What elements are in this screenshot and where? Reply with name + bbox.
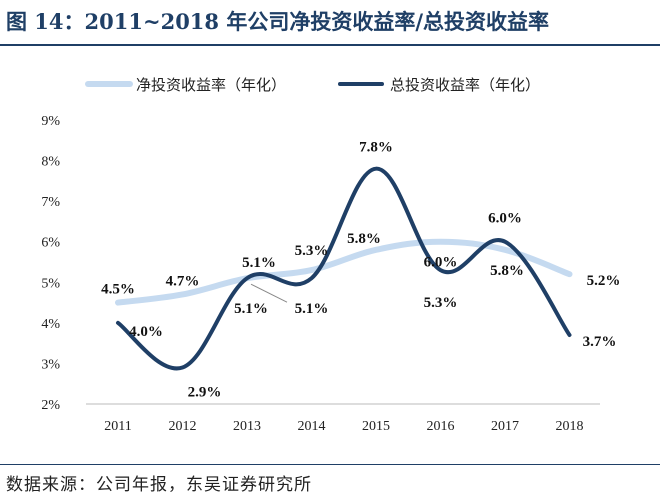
- x-tick-label: 2017: [491, 419, 519, 434]
- line-chart: 净投资收益率（年化） 总投资收益率（年化） 2% 3% 4% 5% 6% 7% 8% 9% 20…: [41, 76, 620, 434]
- total-data-label: 6.0%: [488, 211, 522, 227]
- x-tick-label: 2011: [104, 419, 131, 434]
- net-data-label: 6.0%: [424, 255, 458, 271]
- data-labels: 4.5% 4.7% 5.1% 5.3% 5.8% 6.0% 5.8% 5.2% 4.0% 2.9%…: [101, 140, 620, 401]
- total-data-label: 5.1%: [234, 301, 268, 317]
- total-data-label: 7.8%: [359, 140, 393, 156]
- net-data-label: 5.8%: [347, 231, 381, 247]
- y-tick-label: 3%: [41, 357, 60, 372]
- x-tick-label: 2014: [298, 419, 326, 434]
- x-tick-label: 2013: [233, 419, 261, 434]
- title-bar: 图 14：2011~2018 年公司净投资收益率/总投资收益率: [0, 0, 660, 46]
- x-tick-label: 2018: [556, 419, 584, 434]
- x-tick-label: 2015: [362, 419, 390, 434]
- net-data-label: 4.7%: [166, 273, 200, 289]
- y-tick-label: 9%: [41, 114, 60, 129]
- legend-label-total: 总投资收益率（年化）: [390, 76, 540, 94]
- net-yield-series: [115, 238, 573, 306]
- net-data-label: 4.5%: [101, 282, 135, 298]
- net-data-label: 5.2%: [587, 273, 621, 289]
- total-data-label: 3.7%: [583, 334, 617, 350]
- y-tick-label: 6%: [41, 236, 60, 251]
- net-yield-line: [115, 238, 573, 306]
- x-axis: 2011 2012 2013 2014 2015 2016 2017 2018: [86, 403, 600, 434]
- total-data-label: 2.9%: [188, 384, 222, 400]
- total-data-label: 5.3%: [424, 295, 458, 311]
- figure-title: 图 14：2011~2018 年公司净投资收益率/总投资收益率: [6, 9, 550, 34]
- y-tick-label: 4%: [41, 317, 60, 332]
- y-axis: 2% 3% 4% 5% 6% 7% 8% 9%: [41, 114, 60, 413]
- leader-line: [250, 283, 288, 303]
- y-tick-label: 2%: [41, 398, 60, 413]
- total-yield-line: [116, 166, 572, 371]
- x-tick-label: 2016: [427, 419, 455, 434]
- net-data-label: 5.3%: [295, 243, 329, 259]
- total-yield-series: [116, 166, 572, 371]
- y-tick-label: 8%: [41, 155, 60, 170]
- net-data-label: 5.8%: [490, 263, 524, 279]
- source-note: 数据来源：公司年报，东吴证券研究所: [6, 475, 312, 495]
- legend-label-net: 净投资收益率（年化）: [136, 76, 286, 94]
- x-tick-label: 2012: [169, 419, 197, 434]
- chart-legend: 净投资收益率（年化） 总投资收益率（年化）: [85, 76, 540, 94]
- y-tick-label: 5%: [41, 276, 60, 291]
- total-data-label: 5.1%: [295, 301, 329, 317]
- y-tick-label: 7%: [41, 195, 60, 210]
- footer-divider: [0, 464, 660, 465]
- net-data-label: 5.1%: [242, 255, 276, 271]
- total-data-label: 4.0%: [129, 324, 163, 340]
